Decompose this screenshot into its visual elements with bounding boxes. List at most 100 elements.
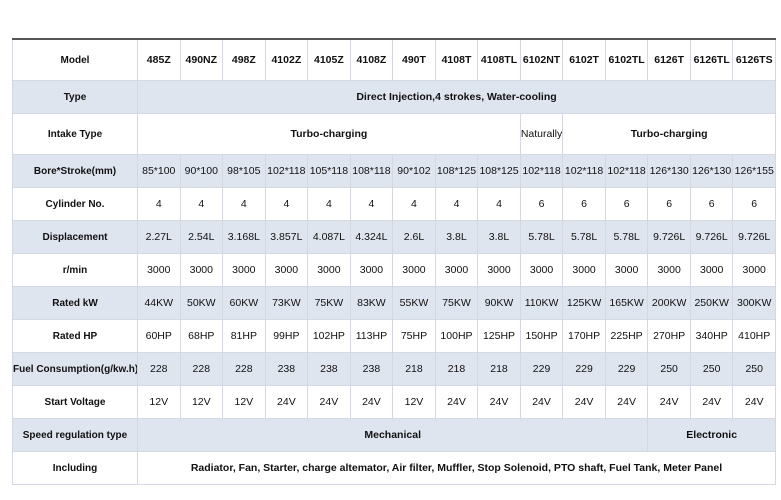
spec-value: 4 — [392, 187, 436, 221]
row-label: Rated HP — [12, 319, 138, 353]
merged-value: Electronic — [647, 418, 776, 452]
row-label: Bore*Stroke(mm) — [12, 154, 138, 188]
model-name: 4108TL — [477, 38, 521, 81]
spec-value: 3000 — [179, 253, 224, 287]
spec-value: 102*118 — [562, 154, 606, 188]
spec-value: 102*118 — [519, 154, 564, 188]
spec-value: 75KW — [307, 286, 351, 320]
spec-value: 102*118 — [264, 154, 309, 188]
spec-value: 238 — [264, 352, 309, 386]
spec-value: 99HP — [264, 319, 309, 353]
model-name: 6126TL — [689, 38, 734, 81]
spec-value: 229 — [562, 352, 606, 386]
spec-value: 12V — [392, 385, 436, 419]
spec-value: Naturally — [519, 113, 564, 155]
spec-value: 126*130 — [689, 154, 734, 188]
spec-value: 4 — [349, 187, 394, 221]
row-label: Type — [12, 80, 138, 114]
spec-value: 165KW — [604, 286, 649, 320]
spec-value: 228 — [179, 352, 224, 386]
spec-value: 250KW — [689, 286, 734, 320]
spec-value: 218 — [434, 352, 479, 386]
spec-value: 3000 — [307, 253, 351, 287]
spec-value: 24V — [689, 385, 734, 419]
spec-value: 3000 — [647, 253, 691, 287]
spec-value: 108*118 — [349, 154, 394, 188]
spec-row: Including Radiator, Fan, Starter, charge … — [12, 451, 776, 485]
spec-value: 24V — [647, 385, 691, 419]
spec-row: Cylinder No. 4 4 4 4 4 4 4 4 4 6 6 6 6 6 6 — [12, 187, 776, 221]
spec-value: 85*100 — [137, 154, 181, 188]
row-label: Cylinder No. — [12, 187, 138, 221]
spec-value: 270HP — [647, 319, 691, 353]
spec-value: 73KW — [264, 286, 309, 320]
spec-value: 3000 — [349, 253, 394, 287]
spec-value: 75KW — [434, 286, 479, 320]
spec-value: 9.726L — [689, 220, 734, 254]
spec-value: 3.8L — [477, 220, 521, 254]
spec-value: 4.087L — [307, 220, 351, 254]
spec-value: 3000 — [477, 253, 521, 287]
model-name: 4108Z — [349, 38, 394, 81]
row-label: Including — [12, 451, 138, 485]
model-name: 6126TS — [732, 38, 776, 81]
spec-value: 68HP — [179, 319, 224, 353]
spec-value: 3000 — [222, 253, 266, 287]
spec-row: Speed regulation type Mechanical Electroni… — [12, 418, 776, 452]
model-name: 6102TL — [604, 38, 649, 81]
spec-value: 4 — [222, 187, 266, 221]
spec-value: 24V — [519, 385, 564, 419]
spec-value: 24V — [604, 385, 649, 419]
spec-value: 105*118 — [307, 154, 351, 188]
spec-value: 3.8L — [434, 220, 479, 254]
spec-row: Rated HP 60HP 68HP 81HP 99HP 102HP 113HP 75HP 10… — [12, 319, 776, 353]
model-name: 6102NT — [519, 38, 564, 81]
model-name: 4102Z — [264, 38, 309, 81]
spec-value: 229 — [519, 352, 564, 386]
row-label: Intake Type — [12, 113, 138, 155]
spec-value: 24V — [434, 385, 479, 419]
merged-value: Mechanical — [136, 418, 649, 452]
spec-value: 250 — [689, 352, 734, 386]
spec-value: 4 — [477, 187, 521, 221]
merged-value: Turbo-charging — [562, 113, 776, 155]
spec-value: 5.78L — [604, 220, 649, 254]
spec-value: 90*102 — [392, 154, 436, 188]
spec-value: 60HP — [137, 319, 181, 353]
spec-value: 24V — [349, 385, 394, 419]
merged-value: Direct Injection,4 strokes, Water-coolin… — [137, 80, 776, 114]
spec-value: 9.726L — [647, 220, 691, 254]
spec-value: 150HP — [519, 319, 564, 353]
model-name: 498Z — [222, 38, 266, 81]
spec-value: 170HP — [562, 319, 606, 353]
spec-row: r/min 3000 3000 3000 3000 3000 3000 3000 3000 300… — [12, 253, 776, 287]
spec-table: Model 485Z 490NZ 498Z 4102Z 4105Z 4108Z 490T 410… — [12, 38, 776, 485]
spec-value: 4 — [179, 187, 224, 221]
spec-value: 238 — [307, 352, 351, 386]
spec-value: 228 — [137, 352, 181, 386]
spec-value: 3000 — [732, 253, 776, 287]
spec-value: 24V — [732, 385, 776, 419]
spec-value: 229 — [604, 352, 649, 386]
spec-value: 3000 — [604, 253, 649, 287]
spec-value: 300KW — [732, 286, 776, 320]
row-label: Speed regulation type — [12, 418, 138, 452]
spec-value: 6 — [732, 187, 776, 221]
spec-value: 24V — [307, 385, 351, 419]
spec-value: 110KW — [519, 286, 564, 320]
spec-value: 6 — [647, 187, 691, 221]
spec-value: 125KW — [562, 286, 606, 320]
spec-value: 225HP — [604, 319, 649, 353]
spec-value: 6 — [519, 187, 564, 221]
model-name: 485Z — [137, 38, 181, 81]
spec-value: 90*100 — [179, 154, 224, 188]
spec-value: 2.6L — [392, 220, 436, 254]
spec-value: 102*118 — [604, 154, 649, 188]
spec-value: 75HP — [392, 319, 436, 353]
spec-value: 410HP — [732, 319, 776, 353]
row-label: Displacement — [12, 220, 138, 254]
spec-row: Bore*Stroke(mm) 85*100 90*100 98*105 102*118… — [12, 154, 776, 188]
spec-value: 102HP — [307, 319, 351, 353]
row-label: Model — [12, 38, 138, 81]
